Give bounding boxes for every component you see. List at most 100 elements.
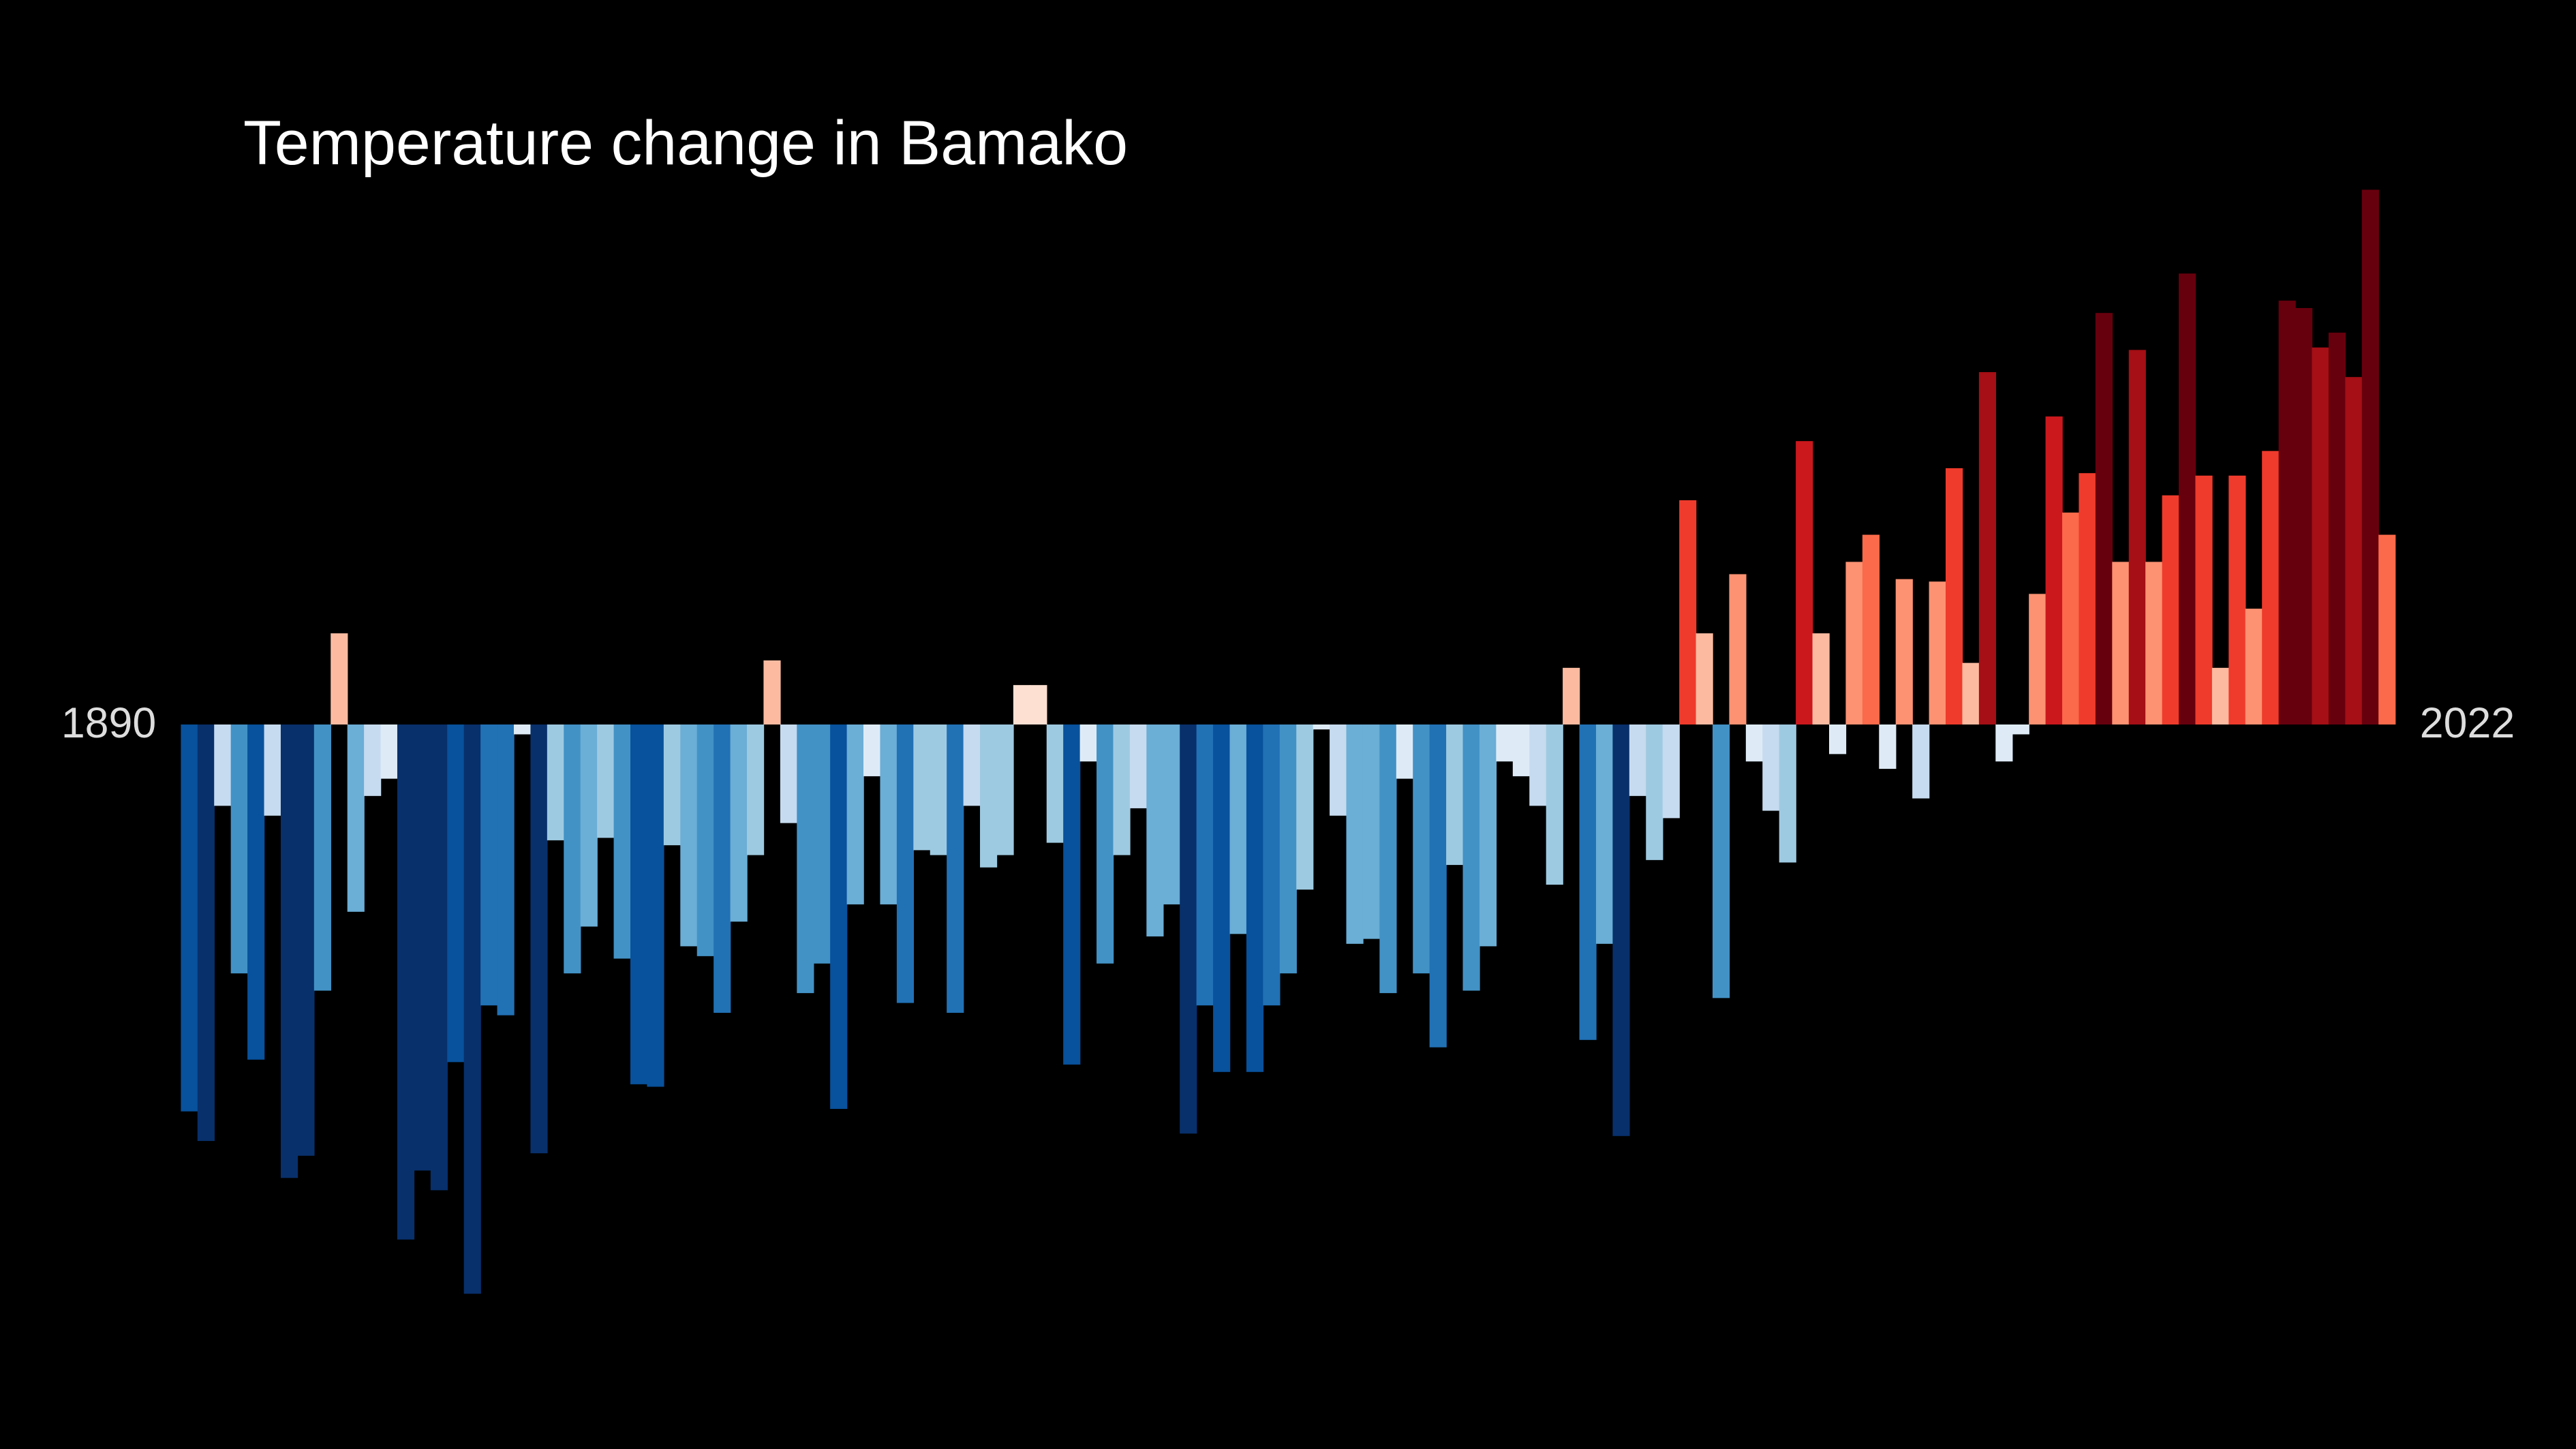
- bar: [297, 724, 315, 1156]
- bar: [1379, 724, 1397, 994]
- bar: [2262, 451, 2280, 724]
- bar: [1679, 500, 1697, 724]
- bar: [1962, 662, 1980, 724]
- bar: [2312, 347, 2329, 724]
- bar: [763, 660, 781, 724]
- bar: [580, 724, 598, 927]
- bar: [813, 724, 831, 964]
- bar: [1779, 724, 1796, 863]
- bar: [1046, 724, 1064, 843]
- bar: [430, 724, 448, 1191]
- bar: [747, 724, 765, 855]
- bar: [2012, 724, 2029, 735]
- bar: [1696, 633, 1713, 724]
- bar: [880, 724, 898, 904]
- bar: [2179, 273, 2196, 724]
- bar: [1246, 724, 1264, 1072]
- bar: [2195, 475, 2213, 724]
- bar: [1146, 724, 1164, 936]
- bar: [1129, 724, 1148, 808]
- bar: [1330, 724, 1347, 816]
- bar: [647, 724, 664, 1087]
- bar: [680, 724, 698, 947]
- bar: [497, 724, 515, 1016]
- bar: [663, 724, 681, 846]
- bar: [913, 724, 931, 851]
- bar: [331, 633, 348, 724]
- bar: [1196, 724, 1214, 1006]
- bar: [1563, 667, 1580, 724]
- bar: [1213, 724, 1231, 1072]
- bar: [1879, 724, 1897, 769]
- bar: [1995, 724, 2013, 762]
- bar: [1362, 724, 1381, 939]
- bar: [1912, 724, 1930, 799]
- bar: [947, 724, 964, 1013]
- bar: [1579, 724, 1597, 1040]
- bar: [963, 724, 981, 806]
- bar: [2128, 350, 2146, 724]
- bar: [1845, 562, 1863, 724]
- bar: [863, 724, 881, 776]
- bar: [530, 724, 548, 1154]
- bar: [996, 724, 1014, 855]
- bar: [1612, 724, 1630, 1136]
- bar: [1030, 685, 1047, 724]
- bar: [2145, 562, 2163, 724]
- bar: [2228, 475, 2246, 724]
- bar: [2345, 377, 2363, 724]
- bar: [2045, 416, 2063, 724]
- bar: [2245, 609, 2263, 724]
- bar: [1662, 724, 1680, 819]
- bar: [2162, 495, 2179, 724]
- bar: [780, 724, 798, 823]
- bar: [364, 724, 382, 796]
- bar: [564, 724, 581, 974]
- bar: [1629, 724, 1646, 796]
- bar: [1296, 724, 1314, 890]
- bar: [2029, 594, 2046, 724]
- bar: [1862, 534, 1880, 724]
- bar: [1279, 724, 1297, 974]
- bar: [1462, 724, 1480, 991]
- bar: [447, 724, 465, 1063]
- bar: [1013, 685, 1031, 724]
- bar: [896, 724, 915, 1003]
- bar: [1712, 724, 1730, 998]
- bar: [2095, 313, 2113, 724]
- bar: [2378, 534, 2396, 724]
- bar: [797, 724, 814, 994]
- bar: [696, 724, 714, 956]
- bar: [1529, 724, 1547, 806]
- bar: [214, 724, 232, 806]
- bar: [1546, 724, 1563, 885]
- bar: [2278, 301, 2296, 724]
- bar: [1429, 724, 1447, 1048]
- start-year-label: 1890: [61, 699, 156, 747]
- bar: [347, 724, 365, 912]
- bar: [613, 724, 631, 959]
- bar: [1346, 724, 1364, 944]
- bar: [930, 724, 947, 855]
- bar: [2211, 667, 2230, 724]
- bar: [1946, 468, 1963, 724]
- chart-title: Temperature change in Bamako: [243, 108, 1128, 178]
- bar: [1512, 724, 1530, 776]
- bar: [2295, 307, 2313, 724]
- bar: [547, 724, 564, 840]
- bar: [1446, 724, 1464, 866]
- bar: [1479, 724, 1497, 947]
- end-year-label: 2022: [2420, 699, 2515, 747]
- bar: [1413, 724, 1430, 974]
- bar: [463, 724, 481, 1294]
- bar: [1263, 724, 1281, 1006]
- bar: [2328, 333, 2346, 724]
- bar: [397, 724, 415, 1240]
- bar: [1729, 574, 1747, 724]
- bar: [1063, 724, 1081, 1065]
- bar: [1229, 724, 1247, 934]
- bar: [1396, 724, 1413, 779]
- bar: [2079, 473, 2096, 724]
- bar: [2112, 562, 2130, 724]
